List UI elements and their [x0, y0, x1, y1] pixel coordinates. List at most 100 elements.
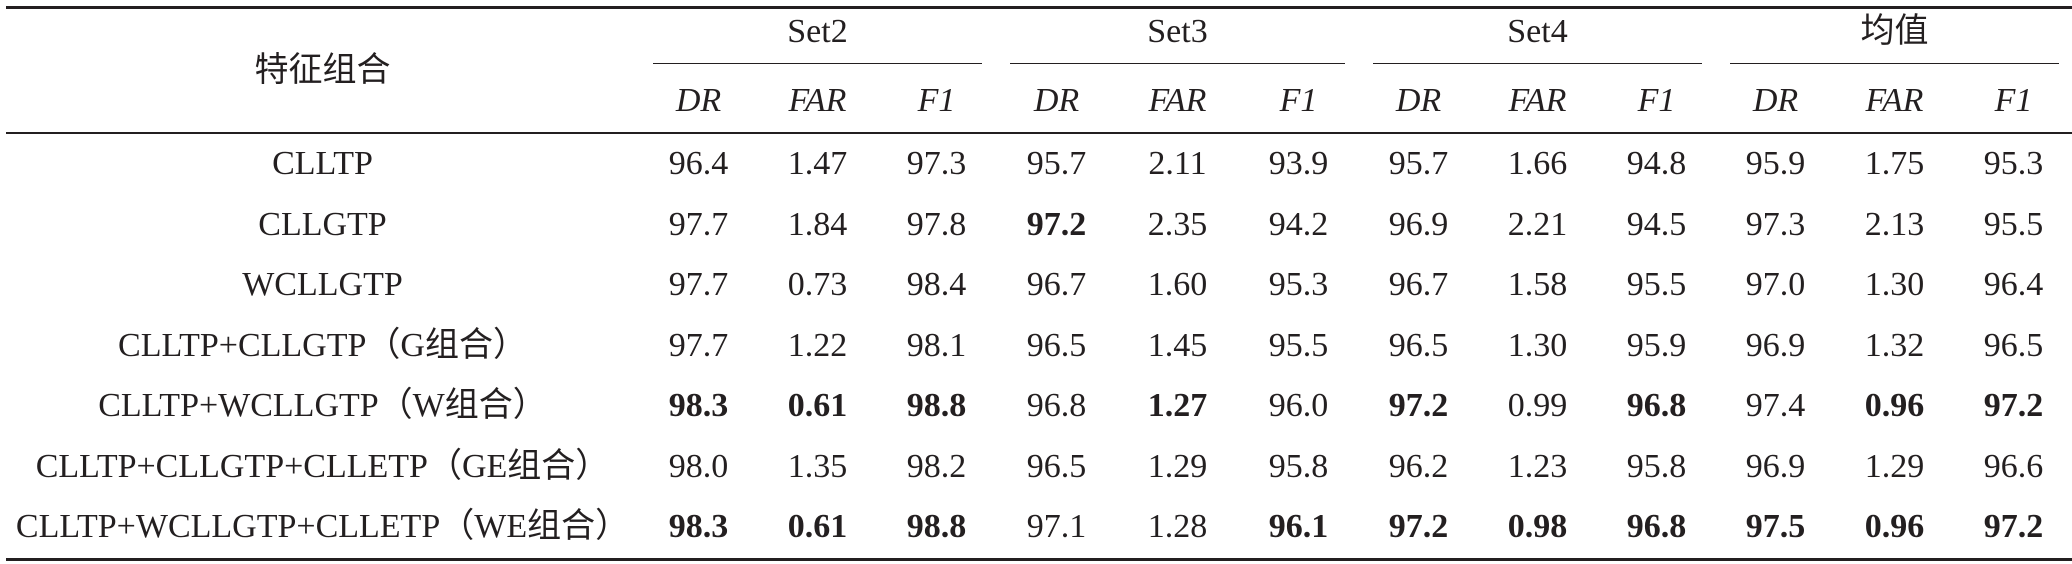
table-row: CLLTP 96.4 1.47 97.3 95.7 2.11 93.9 95.7 1.66 94.… — [6, 133, 2072, 195]
table-body: CLLTP 96.4 1.47 97.3 95.7 2.11 93.9 95.7 1.66 94.… — [6, 133, 2072, 559]
table-cell: 94.5 — [1626, 205, 1687, 243]
group-header: Set4 — [1359, 8, 1716, 70]
table-cell: 96.5 — [1026, 447, 1087, 485]
header-row-metrics: DR FAR F1 DR FAR F1 DR FAR F1 DR FAR F1 — [6, 69, 2072, 134]
table-cell: 95.9 — [1745, 145, 1806, 183]
table-cell: 95.8 — [1626, 447, 1687, 485]
table-cell: 97.2 — [1983, 387, 2044, 425]
table-cell: 96.1 — [1268, 508, 1329, 546]
table-cell: 97.5 — [1745, 508, 1806, 546]
table-cell: 96.2 — [1388, 447, 1449, 485]
row-label: CLLGTP — [258, 205, 387, 243]
table-cell: 97.2 — [1388, 508, 1449, 546]
metric-header: F1 — [1597, 69, 1716, 134]
metric-header: F1 — [877, 69, 996, 134]
group-header-label: Set3 — [1010, 14, 1345, 64]
metric-header: FAR — [1835, 69, 1954, 134]
metric-header: DR — [1359, 69, 1478, 134]
table-cell: 0.61 — [787, 387, 848, 425]
table-cell: 96.9 — [1388, 205, 1449, 243]
table-cell: 96.4 — [1983, 266, 2044, 304]
table-cell: 96.7 — [1026, 266, 1087, 304]
table-cell: 95.9 — [1626, 326, 1687, 364]
table-cell: 2.21 — [1507, 205, 1568, 243]
row-label: CLLTP+WCLLGTP（W组合） — [98, 387, 547, 425]
table-cell: 1.32 — [1864, 326, 1925, 364]
table-cell: 0.73 — [787, 266, 848, 304]
metric-header: DR — [1716, 69, 1835, 134]
table-cell: 96.8 — [1626, 387, 1687, 425]
table-cell: 96.5 — [1388, 326, 1449, 364]
group-header-label: Set4 — [1373, 14, 1702, 64]
table-cell: 95.3 — [1983, 145, 2044, 183]
table-cell: 1.66 — [1507, 145, 1568, 183]
table-cell: 97.2 — [1983, 508, 2044, 546]
table-row: CLLTP+CLLGTP+CLLETP（GE组合） 98.0 1.35 98.2 96.… — [6, 437, 2072, 498]
table-cell: 95.7 — [1388, 145, 1449, 183]
table-cell: 97.7 — [668, 326, 729, 364]
table-cell: 1.29 — [1147, 447, 1208, 485]
group-header-label: 均值 — [1730, 14, 2059, 64]
row-label: CLLTP — [272, 145, 373, 183]
corner-header: 特征组合 — [6, 7, 639, 134]
table-cell: 98.8 — [906, 387, 967, 425]
table-cell: 1.60 — [1147, 266, 1208, 304]
group-header: 均值 — [1716, 8, 2072, 70]
table-cell: 1.22 — [787, 326, 848, 364]
group-header: Set2 — [639, 8, 996, 70]
row-label: CLLTP+WCLLGTP+CLLETP（WE组合） — [15, 508, 630, 546]
metric-header: FAR — [758, 69, 877, 134]
table-cell: 96.8 — [1626, 508, 1687, 546]
table-cell: 98.4 — [906, 266, 967, 304]
table-cell: 95.7 — [1026, 145, 1087, 183]
table-cell: 97.2 — [1026, 205, 1087, 243]
table-cell: 96.0 — [1268, 387, 1329, 425]
table-cell: 0.61 — [787, 508, 848, 546]
table-cell: 94.8 — [1626, 145, 1687, 183]
table-cell: 97.8 — [906, 205, 967, 243]
table-cell: 96.5 — [1026, 326, 1087, 364]
table-cell: 95.8 — [1268, 447, 1329, 485]
table-cell: 96.8 — [1026, 387, 1087, 425]
table-cell: 0.99 — [1507, 387, 1568, 425]
table-cell: 1.23 — [1507, 447, 1568, 485]
metric-header: F1 — [1238, 69, 1359, 134]
metric-header: DR — [639, 69, 758, 134]
table-cell: 96.9 — [1745, 447, 1806, 485]
table-cell: 1.30 — [1507, 326, 1568, 364]
metric-header: FAR — [1117, 69, 1238, 134]
table-cell: 96.4 — [668, 145, 729, 183]
table-cell: 97.1 — [1026, 508, 1087, 546]
table-cell: 96.9 — [1745, 326, 1806, 364]
row-label: WCLLGTP — [242, 266, 403, 304]
table-cell: 1.47 — [787, 145, 848, 183]
table-cell: 98.3 — [668, 387, 729, 425]
table-row: CLLTP+WCLLGTP+CLLETP（WE组合） 98.3 0.61 98.8 97… — [6, 497, 2072, 559]
table-cell: 97.3 — [906, 145, 967, 183]
table-cell: 97.2 — [1388, 387, 1449, 425]
table-cell: 95.3 — [1268, 266, 1329, 304]
table-cell: 2.35 — [1147, 205, 1208, 243]
table-cell: 98.3 — [668, 508, 729, 546]
table-row: CLLTP+CLLGTP（G组合） 97.7 1.22 98.1 96.5 1.45 95.… — [6, 316, 2072, 377]
table-cell: 1.58 — [1507, 266, 1568, 304]
metric-header: FAR — [1478, 69, 1597, 134]
table-cell: 97.0 — [1745, 266, 1806, 304]
results-table: 特征组合 Set2 Set3 Set4 均值 DR FAR F1 DR FAR F1 DR FAR F… — [6, 6, 2072, 561]
table-cell: 1.27 — [1147, 387, 1208, 425]
table-cell: 95.5 — [1268, 326, 1329, 364]
table-cell: 98.2 — [906, 447, 967, 485]
table-cell: 97.4 — [1745, 387, 1806, 425]
table-cell: 1.84 — [787, 205, 848, 243]
table-cell: 95.5 — [1626, 266, 1687, 304]
table-cell: 96.6 — [1983, 447, 2044, 485]
table-cell: 1.75 — [1864, 145, 1925, 183]
group-header-label: Set2 — [653, 14, 982, 64]
header-row-groups: 特征组合 Set2 Set3 Set4 均值 — [6, 7, 2072, 134]
table-cell: 0.98 — [1507, 508, 1568, 546]
table-cell: 1.28 — [1147, 508, 1208, 546]
table-cell: 98.8 — [906, 508, 967, 546]
table-cell: 98.0 — [668, 447, 729, 485]
table-cell: 96.5 — [1983, 326, 2044, 364]
table-cell: 93.9 — [1268, 145, 1329, 183]
